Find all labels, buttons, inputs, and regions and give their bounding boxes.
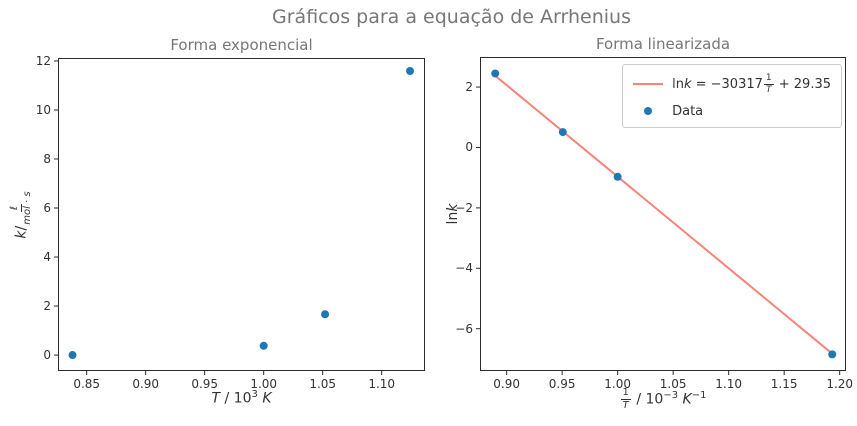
x-tick-label: 0.95	[191, 377, 219, 391]
x-tick-label: 1.00	[250, 377, 278, 391]
y-var: k	[13, 230, 30, 239]
y-tick-label: 6	[43, 201, 51, 215]
x-tick-label: 1.20	[826, 377, 854, 391]
ln-text: ln	[672, 76, 684, 92]
data-label: Data	[672, 103, 704, 119]
x-var: T	[211, 390, 221, 407]
y-tick-label: 4	[43, 250, 51, 265]
x-exponent: −3	[663, 389, 679, 401]
fit-line-sample	[633, 83, 664, 86]
exponential-plot: Forma exponencial T / 103 K k/ℓ mol · s	[9, 36, 425, 407]
x-sep: / 10	[631, 391, 664, 408]
x-tick-label: 0.90	[493, 377, 520, 391]
x-tick-label: 0.95	[548, 377, 576, 391]
fraction-numerator: 1	[763, 73, 774, 85]
fraction-denominator: T	[766, 84, 772, 95]
y-tick-label: 2	[43, 299, 51, 314]
x-sep: / 10	[220, 390, 252, 407]
y-tick-label: 0	[465, 140, 473, 155]
legend-entry-fit: ln k = −30317 1 T + 29.35	[633, 73, 831, 96]
fraction-numerator: 1	[620, 387, 631, 400]
x-unit: K	[682, 391, 692, 408]
y-tick-label: −2	[455, 200, 473, 215]
exponential-x-axis-label: T / 103 K	[59, 389, 424, 407]
fit-equation-label: ln k = −30317 1 T + 29.35	[672, 73, 831, 96]
y-tick-label: 10	[35, 102, 51, 117]
figure-title: Gráficos para a equação de Arrhenius	[272, 6, 631, 28]
legend-entry-data: Data	[633, 104, 831, 119]
linearized-plot-title: Forma linearizada	[595, 35, 731, 53]
y-tick-label: 12	[35, 53, 51, 68]
x-exponent: 3	[251, 389, 258, 400]
y-tick-label: −4	[455, 261, 473, 276]
intercept-text: + 29.35	[774, 76, 831, 92]
x-tick-label: 1.05	[659, 377, 687, 391]
y-tick-label: 8	[43, 151, 51, 166]
x-tick-label: 1.15	[770, 377, 798, 391]
k-var: k	[683, 76, 692, 92]
x-unit-exponent: −1	[691, 389, 707, 401]
fraction-denominator: T	[622, 400, 629, 411]
x-tick-label: 1.10	[368, 377, 396, 391]
x-tick-label: 0.85	[73, 377, 101, 391]
x-tick-label: 1.10	[715, 377, 743, 391]
y-tick-label: 2	[465, 80, 473, 95]
legend: ln k = −30317 1 T + 29.35 Data	[622, 64, 842, 128]
x-unit: K	[262, 390, 272, 407]
exponential-plot-title: Forma exponencial	[170, 36, 313, 54]
x-tick-label: 1.00	[604, 377, 631, 391]
data-point-sample	[644, 107, 653, 116]
y-tick-label: 0	[43, 348, 51, 363]
y-tick-label: −6	[455, 321, 473, 336]
x-tick-label: 0.90	[132, 377, 160, 391]
y-slash: /	[13, 225, 30, 231]
x-tick-label: 1.05	[309, 377, 337, 391]
equation-text: = −30317	[691, 76, 763, 92]
